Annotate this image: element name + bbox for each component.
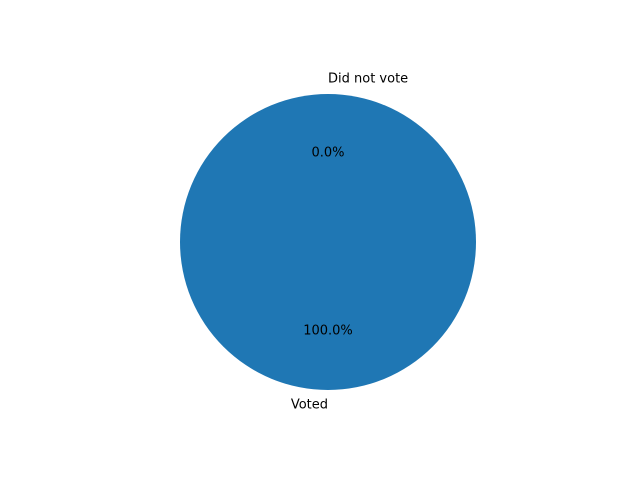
pie-labels: Voted 100.0% Did not vote 0.0%	[291, 72, 408, 413]
pie-label-did-not-vote: Did not vote	[328, 72, 408, 87]
pie-pct-label-did-not-vote: 0.0%	[311, 146, 344, 161]
pie-slice-voted	[180, 94, 476, 390]
pie-slices	[180, 94, 476, 390]
pie-label-voted: Voted	[291, 397, 328, 412]
pie-pct-label-voted: 100.0%	[303, 323, 353, 338]
